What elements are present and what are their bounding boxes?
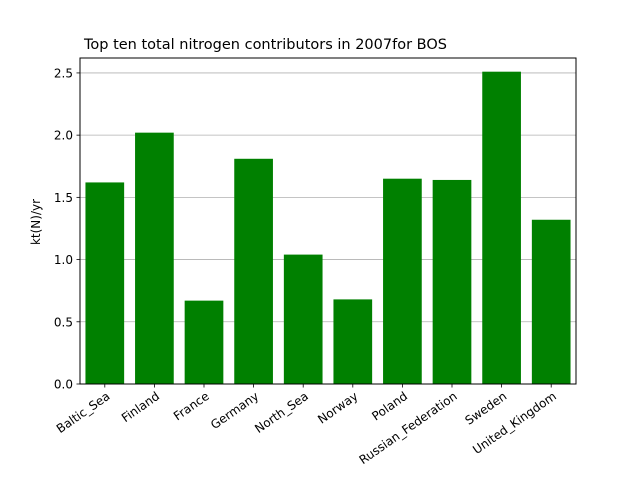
plot-frame [79, 57, 577, 385]
y-tick-label: 2.5 [54, 66, 73, 80]
x-tick-label: Baltic_Sea [54, 389, 113, 436]
bar [531, 219, 571, 384]
bars [85, 71, 571, 385]
x-tick-label: North_Sea [252, 389, 311, 436]
bar [383, 178, 422, 384]
bar [85, 182, 125, 384]
y-ticks: 0.0 0.5 1.0 1.5 2.0 2.5 [54, 66, 80, 392]
bar [283, 254, 323, 384]
bar [234, 158, 273, 384]
y-tick-label: 2.0 [54, 129, 73, 143]
y-axis-label: kt(N)/yr [29, 199, 43, 245]
bar [184, 300, 224, 384]
y-tick-label: 0.5 [54, 315, 73, 329]
chart-title: Top ten total nitrogen contributors in 2… [83, 37, 447, 53]
x-tick-label: Norway [315, 389, 360, 427]
y-tick-label: 1.0 [54, 253, 73, 267]
y-tick-label: 1.5 [54, 191, 73, 205]
x-tick-label: United_Kingdom [470, 389, 559, 457]
bar [482, 71, 521, 385]
axes [79, 57, 577, 385]
bar [333, 299, 373, 384]
y-tick-label: 0.0 [54, 378, 73, 392]
x-tick-label: Poland [369, 389, 410, 423]
bar [135, 132, 174, 384]
bar [432, 179, 472, 384]
x-tick-label: Finland [119, 389, 162, 425]
x-tick-label: France [171, 389, 212, 423]
